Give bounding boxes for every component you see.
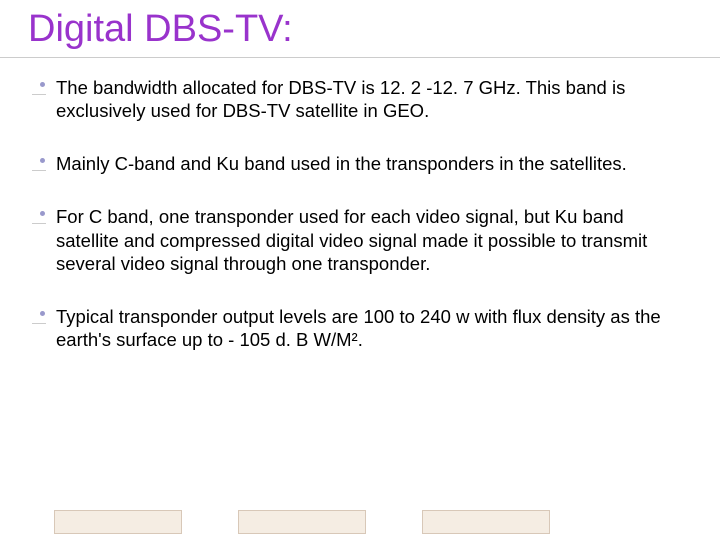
bullet-text: Mainly C-band and Ku band used in the tr… xyxy=(56,152,680,175)
footer-spacer xyxy=(366,508,422,532)
bullet-tick-icon xyxy=(32,323,46,324)
bullet-dot-icon xyxy=(40,311,45,316)
footer-placeholder-box xyxy=(54,510,182,534)
bullet-text: For C band, one transponder used for eac… xyxy=(56,205,680,274)
footer-placeholder-box xyxy=(238,510,366,534)
bullet-marker xyxy=(38,76,56,87)
bullet-item: The bandwidth allocated for DBS-TV is 12… xyxy=(38,76,680,122)
bullet-marker xyxy=(38,152,56,163)
bullet-text: Typical transponder output levels are 10… xyxy=(56,305,680,351)
bullet-dot-icon xyxy=(40,158,45,163)
bullet-item: Mainly C-band and Ku band used in the tr… xyxy=(38,152,680,175)
footer-placeholder-row xyxy=(0,508,720,536)
bullet-tick-icon xyxy=(32,94,46,95)
footer-spacer xyxy=(0,508,54,532)
bullet-item: For C band, one transponder used for eac… xyxy=(38,205,680,274)
slide: Digital DBS-TV: The bandwidth allocated … xyxy=(0,0,720,540)
bullet-tick-icon xyxy=(32,170,46,171)
bullet-tick-icon xyxy=(32,223,46,224)
footer-placeholder-box xyxy=(422,510,550,534)
slide-content: The bandwidth allocated for DBS-TV is 12… xyxy=(0,58,720,351)
footer-spacer xyxy=(182,508,238,532)
bullet-item: Typical transponder output levels are 10… xyxy=(38,305,680,351)
bullet-text: The bandwidth allocated for DBS-TV is 12… xyxy=(56,76,680,122)
bullet-dot-icon xyxy=(40,211,45,216)
bullet-marker xyxy=(38,305,56,316)
slide-title: Digital DBS-TV: xyxy=(0,0,720,57)
bullet-marker xyxy=(38,205,56,216)
bullet-dot-icon xyxy=(40,82,45,87)
